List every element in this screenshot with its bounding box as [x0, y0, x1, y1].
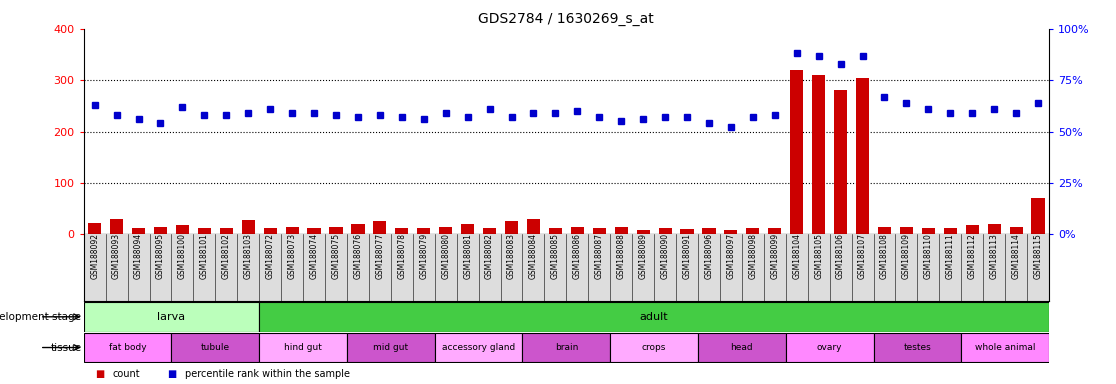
Bar — [1010, 227, 1022, 234]
Bar — [636, 230, 650, 234]
Bar — [988, 224, 1001, 234]
Bar — [922, 228, 935, 234]
Bar — [198, 228, 211, 234]
Text: count: count — [113, 369, 141, 379]
Bar — [570, 227, 584, 234]
Text: crops: crops — [642, 343, 666, 352]
Bar — [965, 225, 979, 234]
Bar — [439, 227, 452, 234]
Bar — [84, 302, 259, 331]
Bar — [747, 228, 759, 234]
Bar — [308, 228, 320, 234]
Bar — [681, 229, 694, 234]
Text: hind gut: hind gut — [285, 343, 323, 352]
Text: whole animal: whole animal — [975, 343, 1036, 352]
Text: fat body: fat body — [108, 343, 146, 352]
Bar — [172, 333, 259, 362]
Text: larva: larva — [157, 312, 185, 322]
Bar — [899, 227, 913, 234]
Bar — [874, 333, 961, 362]
Text: head: head — [731, 343, 753, 352]
Bar — [242, 220, 254, 234]
Bar — [373, 222, 386, 234]
Text: percentile rank within the sample: percentile rank within the sample — [185, 369, 350, 379]
Bar — [259, 302, 1049, 331]
Bar — [435, 333, 522, 362]
Bar — [259, 333, 347, 362]
Bar — [834, 90, 847, 234]
Bar — [698, 333, 786, 362]
Bar — [615, 227, 628, 234]
Bar — [702, 228, 715, 234]
Bar — [527, 219, 540, 234]
Text: brain: brain — [555, 343, 578, 352]
Bar — [549, 228, 562, 234]
Text: ■: ■ — [95, 369, 104, 379]
Text: adult: adult — [639, 312, 668, 322]
Text: tissue: tissue — [50, 343, 81, 353]
Bar — [522, 333, 610, 362]
Bar — [504, 222, 518, 234]
Bar — [961, 333, 1049, 362]
Bar — [417, 228, 431, 234]
Bar — [790, 70, 804, 234]
Bar — [395, 228, 408, 234]
Text: mid gut: mid gut — [373, 343, 408, 352]
Bar — [286, 227, 299, 234]
Bar — [347, 333, 435, 362]
Bar — [878, 227, 891, 234]
Bar — [84, 333, 172, 362]
Bar — [329, 227, 343, 234]
Bar — [88, 223, 102, 234]
Bar — [220, 228, 233, 234]
Text: accessory gland: accessory gland — [442, 343, 516, 352]
Bar — [483, 228, 497, 234]
Bar — [154, 227, 167, 234]
Bar — [944, 228, 956, 234]
Bar — [856, 78, 869, 234]
Bar — [593, 228, 606, 234]
Bar — [610, 333, 698, 362]
Bar — [352, 224, 365, 234]
Text: tubule: tubule — [201, 343, 230, 352]
Bar — [132, 228, 145, 234]
Text: ovary: ovary — [817, 343, 843, 352]
Bar — [176, 225, 189, 234]
Bar — [658, 228, 672, 234]
Text: testes: testes — [904, 343, 931, 352]
Text: development stage: development stage — [0, 312, 81, 322]
Bar — [1031, 198, 1045, 234]
Title: GDS2784 / 1630269_s_at: GDS2784 / 1630269_s_at — [479, 12, 654, 26]
Bar — [768, 228, 781, 234]
Bar — [110, 219, 123, 234]
Bar — [724, 230, 738, 234]
Bar — [461, 224, 474, 234]
Bar — [786, 333, 874, 362]
Bar — [263, 228, 277, 234]
Bar — [812, 75, 825, 234]
Text: ■: ■ — [167, 369, 176, 379]
